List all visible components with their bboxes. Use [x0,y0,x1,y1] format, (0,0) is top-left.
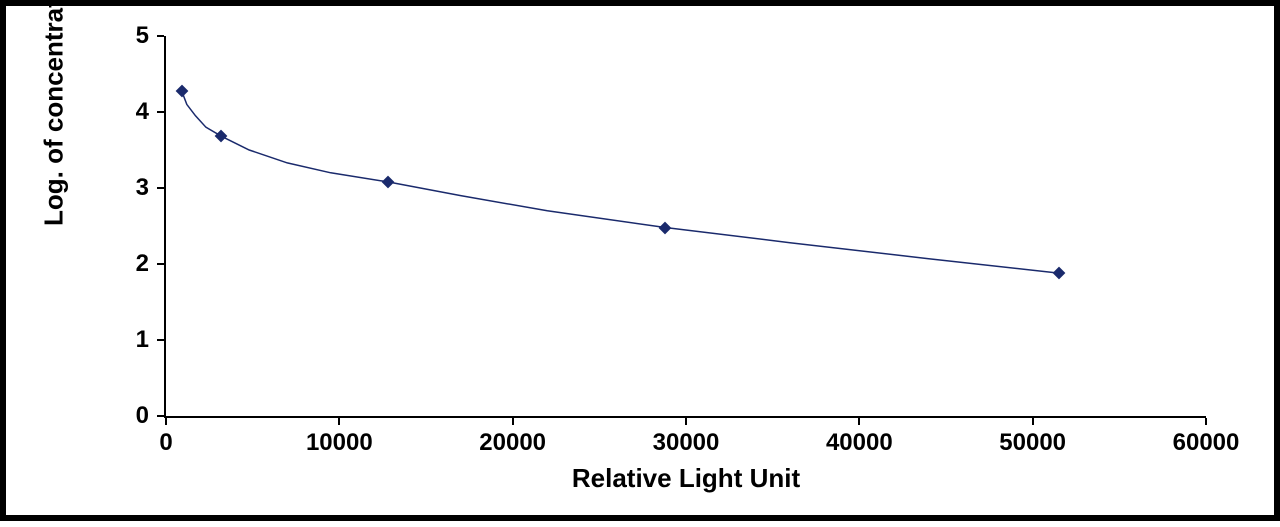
chart-frame: Log. of concentration Relative Light Uni… [0,0,1280,521]
series-line [6,6,1280,527]
